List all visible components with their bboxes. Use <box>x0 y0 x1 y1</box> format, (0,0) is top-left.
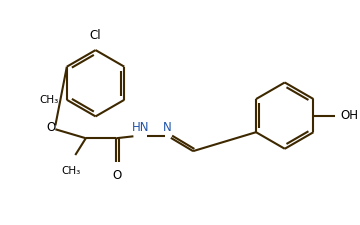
Text: OH: OH <box>340 109 358 122</box>
Text: HN: HN <box>132 121 149 134</box>
Text: CH₃: CH₃ <box>62 166 81 176</box>
Text: O: O <box>46 121 55 134</box>
Text: N: N <box>163 121 172 134</box>
Text: CH₃: CH₃ <box>39 95 58 105</box>
Text: O: O <box>113 169 122 182</box>
Text: Cl: Cl <box>90 29 102 42</box>
